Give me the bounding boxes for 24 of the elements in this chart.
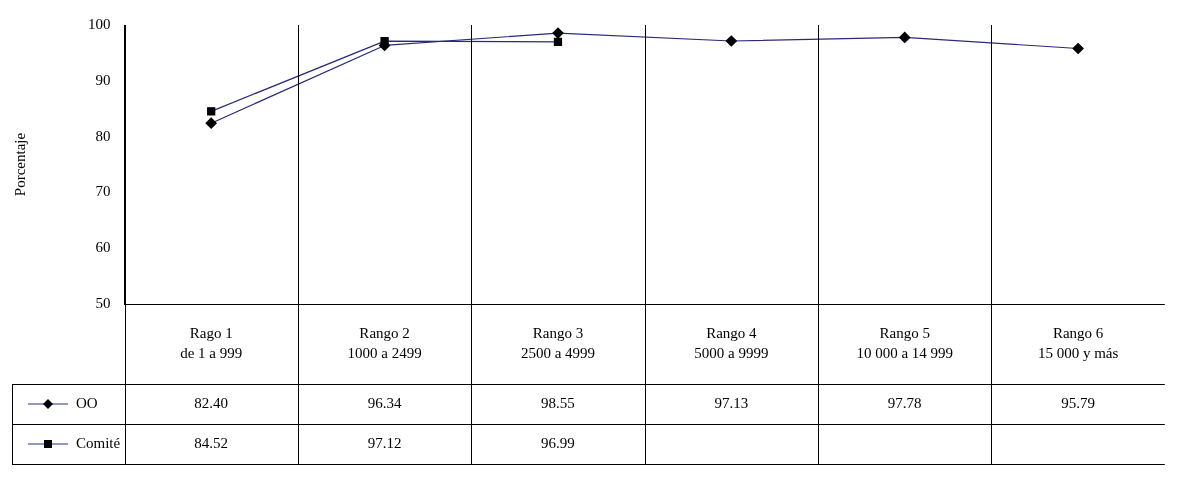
data-label: 82.40 [194,394,229,411]
legend-label: OO [76,394,98,411]
y-tick-label: 80 [95,127,111,144]
data-label: 84.52 [194,434,229,451]
x-tick-label: Rango 6 15 000 y más [1037,324,1119,361]
y-tick-label: 50 [95,294,111,311]
y-tick-label: 60 [95,239,111,256]
y-tick-label: 100 [88,15,111,32]
data-label: 97.12 [367,434,402,451]
y-axis-title: Porcentaje [11,132,28,197]
x-tick-label: Rango 4 5000 a 9999 [694,324,769,361]
data-label: 96.99 [541,434,575,451]
data-label: 97.13 [714,394,749,411]
legend-label: Comité [76,434,121,451]
x-tick-label: Rango 2 1000 a 2499 [347,324,422,361]
data-label: 98.55 [541,394,575,411]
data-label: 96.34 [367,394,402,411]
y-tick-label: 90 [95,71,111,88]
x-tick-label: Rango 5 10 000 a 14 999 [856,324,954,361]
data-label: 95.79 [1061,394,1095,411]
x-tick-label: Rago 1 de 1 a 999 [180,324,243,361]
data-label: 97.78 [887,394,922,411]
x-tick-label: Rango 3 2500 a 4999 [520,324,596,361]
y-tick-label: 70 [95,183,111,200]
